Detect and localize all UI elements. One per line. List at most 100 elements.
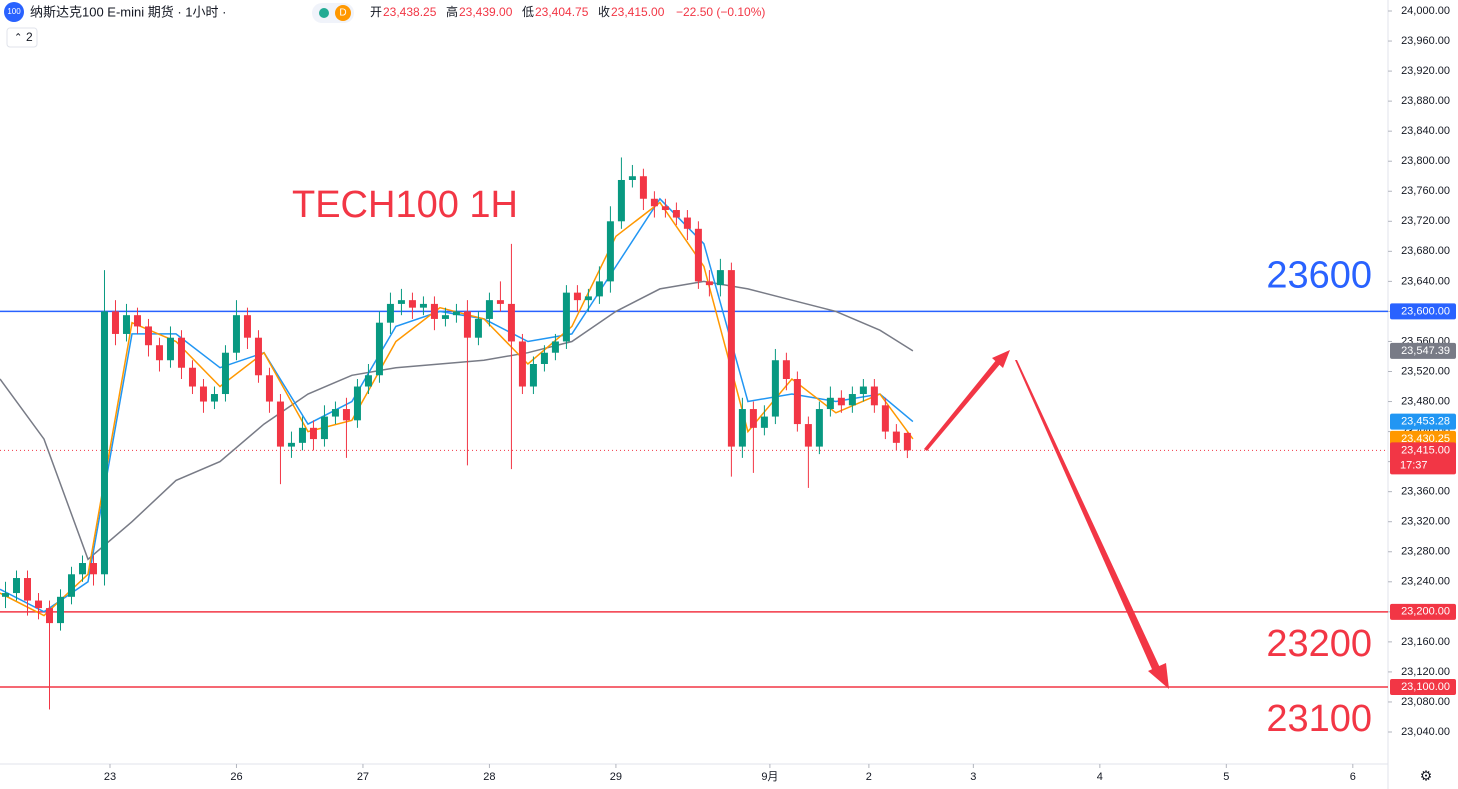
candle-body — [188, 367, 196, 387]
candle-body — [793, 379, 801, 425]
moving-average — [0, 201, 914, 617]
arrow-down — [1015, 360, 1162, 676]
candle-body — [738, 409, 746, 447]
candle-body — [881, 405, 889, 432]
y-tick-label: 23,360.00 — [1401, 486, 1450, 498]
candle-body — [650, 198, 658, 207]
level-tag — [1390, 678, 1456, 695]
candle-body — [133, 315, 141, 327]
level-tag-label: 23,100.00 — [1401, 681, 1450, 693]
candle-body — [441, 315, 449, 319]
price-tag-label: 23,547.39 — [1401, 345, 1450, 357]
last-price-tag — [1390, 442, 1456, 475]
ohlc-key: 收 — [598, 5, 610, 19]
ohlc: 开 23,438.25 高 23,439.00 低 23,404.75 收 23,415.00… — [370, 4, 765, 19]
candle-body — [749, 409, 757, 428]
y-tick-label: 23,920.00 — [1401, 65, 1450, 77]
moving-average — [0, 280, 914, 561]
candle-body — [122, 315, 130, 334]
status-dot — [319, 8, 329, 18]
candle-body — [892, 431, 900, 443]
candle-body — [837, 397, 845, 406]
level-tag — [1390, 603, 1456, 620]
settings-icon[interactable]: ⚙ — [1420, 768, 1433, 784]
ohlc-value: 23,439.00 — [459, 5, 513, 19]
last-price-tag-label: 23,415.00 — [1401, 444, 1450, 456]
candle-body — [155, 345, 163, 361]
candle-body — [89, 563, 97, 575]
x-tick-label: 28 — [483, 771, 495, 783]
candle-body — [331, 409, 339, 417]
candle-body — [672, 210, 680, 218]
annotation-arrows — [924, 350, 1169, 689]
candle-body — [507, 303, 515, 342]
header: 100 纳斯达克100 E-mini 期货 · 1小时 · D 开 23,438.… — [4, 2, 765, 48]
candle-body — [716, 270, 724, 286]
candle-body — [540, 352, 548, 364]
candle-body — [232, 315, 240, 353]
y-tick-label: 23,280.00 — [1401, 546, 1450, 558]
x-tick-label: 4 — [1097, 771, 1103, 783]
candle-body — [661, 206, 669, 211]
candle-body — [727, 270, 735, 447]
candle-body — [683, 217, 691, 229]
candle-body — [111, 311, 119, 334]
candle-body — [265, 375, 273, 402]
x-tick-label: 26 — [230, 771, 242, 783]
candle-body — [166, 337, 174, 361]
symbol-title: 纳斯达克100 E-mini 期货 · 1小时 · — [30, 4, 226, 19]
indicator-toggle[interactable] — [6, 27, 38, 48]
level-tag — [1390, 303, 1456, 320]
x-tick-label: 5 — [1223, 771, 1229, 783]
x-tick-label: 23 — [104, 771, 116, 783]
candle-body — [287, 442, 295, 447]
candle-body — [364, 375, 372, 387]
candle-body — [694, 228, 702, 282]
candle-body — [826, 397, 834, 410]
candle-body — [45, 608, 53, 624]
candle-body — [903, 432, 911, 451]
y-tick-label: 23,240.00 — [1401, 576, 1450, 588]
level-tag-label: 23,200.00 — [1401, 606, 1450, 618]
candle-body — [485, 300, 493, 319]
candle-body — [562, 292, 570, 342]
y-tick-label: 23,960.00 — [1401, 35, 1450, 47]
level-tag-label: 23,600.00 — [1401, 305, 1450, 317]
price-tag-label: 23,453.28 — [1401, 416, 1450, 428]
candle-body — [177, 337, 185, 368]
y-tick-label: 23,160.00 — [1401, 636, 1450, 648]
logo-text: 100 — [7, 7, 21, 16]
candle-body — [408, 300, 416, 308]
candle-body — [496, 300, 504, 304]
badge: D — [339, 8, 346, 19]
candle-body — [639, 176, 647, 199]
chart-title: TECH100 1H — [292, 184, 518, 226]
y-tick-label: 23,880.00 — [1401, 95, 1450, 107]
candle-body — [397, 300, 405, 304]
candle-body — [276, 401, 284, 447]
candle-body — [23, 578, 31, 601]
candle-body — [584, 296, 592, 301]
arrow-head — [1148, 663, 1169, 689]
candle-body — [144, 326, 152, 346]
candle-body — [67, 574, 75, 597]
y-tick-label: 23,800.00 — [1401, 155, 1450, 167]
y-tick-label: 23,320.00 — [1401, 516, 1450, 528]
candle-body — [243, 315, 251, 338]
badge-circle — [335, 5, 351, 21]
arrow-up — [924, 359, 1001, 451]
y-tick-label: 23,080.00 — [1401, 696, 1450, 708]
candle-body — [34, 600, 42, 609]
x-tick-label: 6 — [1350, 771, 1356, 783]
candle-body — [320, 416, 328, 440]
y-tick-label: 23,480.00 — [1401, 395, 1450, 407]
ohlc-key: 开 — [370, 5, 382, 19]
candle-body — [12, 578, 20, 594]
candle-body — [782, 360, 790, 380]
ohlc-key: 低 — [522, 5, 534, 19]
candle-body — [386, 303, 394, 323]
candle-body — [210, 394, 218, 402]
candle-body — [606, 221, 614, 282]
arrow-head — [992, 350, 1010, 368]
